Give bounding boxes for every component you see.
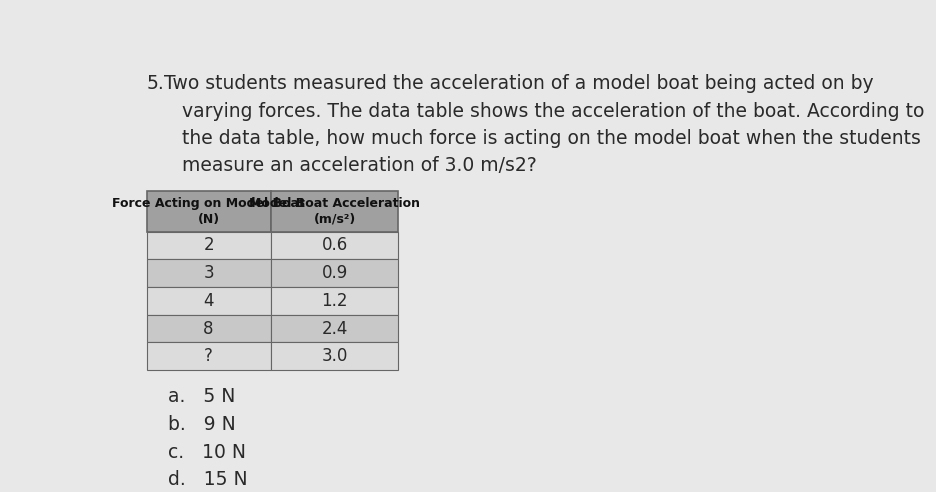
Text: d.   15 N: d. 15 N <box>168 470 247 489</box>
Text: 8: 8 <box>203 319 213 338</box>
Text: 0.9: 0.9 <box>321 264 347 282</box>
Text: ?: ? <box>204 347 212 365</box>
Text: 0.6: 0.6 <box>321 236 347 254</box>
Bar <box>146 259 271 287</box>
Text: Force Acting on Model Boat
(N): Force Acting on Model Boat (N) <box>112 197 305 226</box>
Text: 3: 3 <box>203 264 213 282</box>
Text: 5.: 5. <box>146 74 164 93</box>
Text: b.   9 N: b. 9 N <box>168 415 235 434</box>
Text: 3.0: 3.0 <box>321 347 347 365</box>
Bar <box>271 287 398 315</box>
Bar <box>271 191 398 232</box>
Bar <box>271 259 398 287</box>
Bar <box>271 342 398 370</box>
Bar <box>146 232 271 259</box>
Text: Model Boat Acceleration
(m/s²): Model Boat Acceleration (m/s²) <box>249 197 419 226</box>
Bar <box>146 342 271 370</box>
Text: 2: 2 <box>203 236 213 254</box>
Text: a.   5 N: a. 5 N <box>168 387 235 406</box>
Text: 4: 4 <box>203 292 213 310</box>
Bar <box>271 315 398 342</box>
Text: 1.2: 1.2 <box>321 292 347 310</box>
Bar <box>146 287 271 315</box>
Bar <box>146 315 271 342</box>
Text: c.   10 N: c. 10 N <box>168 442 245 461</box>
Bar <box>146 191 271 232</box>
Text: 2.4: 2.4 <box>321 319 347 338</box>
Bar <box>271 232 398 259</box>
Text: Two students measured the acceleration of a model boat being acted on by
   vary: Two students measured the acceleration o… <box>164 74 923 175</box>
